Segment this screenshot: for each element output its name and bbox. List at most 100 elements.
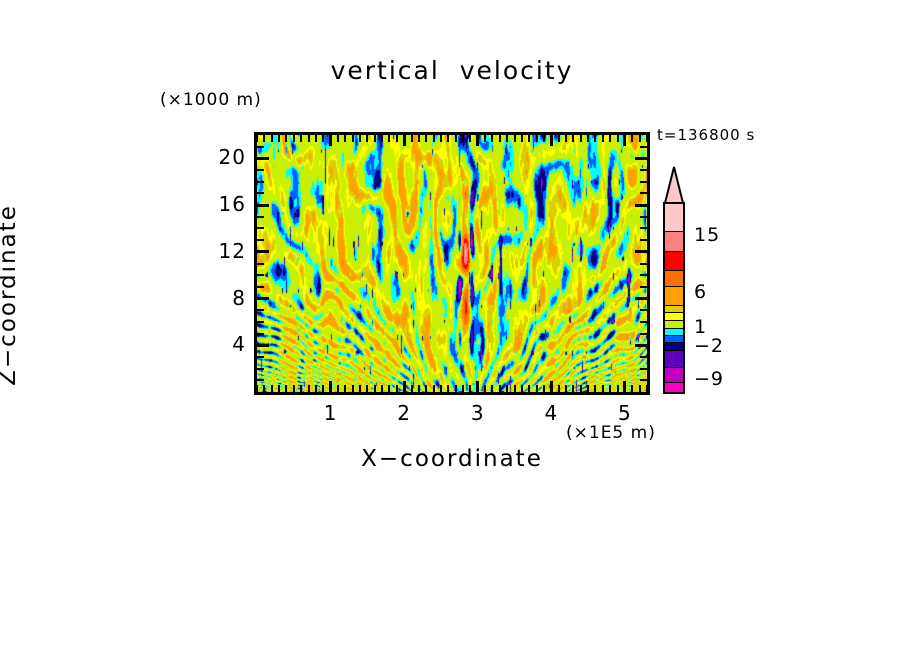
x-tick: [344, 385, 347, 392]
x-tick-label: 4: [544, 401, 559, 425]
x-tick: [462, 385, 465, 392]
x-tick: [447, 385, 450, 392]
x-tick: [263, 385, 266, 392]
y-tick: [257, 203, 269, 207]
colorbar[interactable]: [663, 166, 685, 394]
y-tick: [257, 180, 264, 183]
y-tick-right: [640, 332, 647, 335]
x-tick-top: [336, 135, 339, 142]
x-tick: [498, 385, 501, 392]
colorbar-arrow-icon: [663, 166, 685, 204]
x-tick-top: [263, 135, 266, 142]
y-tick: [257, 332, 264, 335]
colorbar-band: [665, 382, 683, 392]
y-tick: [257, 285, 264, 288]
page-title: vertical velocity: [0, 56, 904, 85]
x-tick: [646, 385, 648, 392]
x-tick: [402, 381, 406, 392]
colorbar-tick-label: 15: [694, 223, 721, 246]
x-tick: [432, 385, 435, 392]
x-tick-top: [542, 135, 545, 142]
y-tick-right: [640, 227, 647, 230]
x-tick: [351, 385, 354, 392]
x-tick-top: [447, 135, 450, 142]
colorbar-tick-label: −2: [694, 334, 725, 357]
y-tick-right: [640, 320, 647, 323]
y-tick-label: 20: [218, 145, 246, 170]
y-tick-right: [640, 262, 647, 265]
x-tick: [300, 385, 303, 392]
x-tick: [476, 381, 480, 392]
x-tick-top: [528, 135, 531, 142]
x-tick: [373, 385, 376, 392]
colorbar-tick-label: 6: [694, 281, 708, 304]
y-tick: [257, 215, 264, 218]
x-tick-top: [351, 135, 354, 142]
x-tick-top: [557, 135, 560, 142]
y-tick: [257, 227, 264, 230]
x-tick-label: 3: [470, 401, 485, 425]
x-tick: [395, 385, 398, 392]
x-tick: [638, 385, 641, 392]
y-tick: [257, 320, 264, 323]
x-tick: [565, 385, 568, 392]
x-tick-top: [594, 135, 597, 142]
x-axis-label: X−coordinate: [361, 446, 543, 472]
y-tick-right: [640, 309, 647, 312]
y-tick: [257, 192, 264, 195]
x-tick-top: [322, 135, 325, 142]
x-tick-top: [506, 135, 509, 142]
x-tick-top: [565, 135, 568, 142]
x-tick: [278, 385, 281, 392]
y-tick: [257, 379, 264, 382]
colorbar-band: [665, 321, 683, 329]
x-tick-top: [373, 135, 376, 142]
colorbar-band: [665, 336, 683, 344]
x-tick: [587, 385, 590, 392]
colorbar-tick-label: −9: [694, 367, 725, 390]
y-tick-right: [640, 239, 647, 242]
colorbar-band: [665, 368, 683, 383]
y-tick: [257, 355, 264, 358]
x-tick: [579, 385, 582, 392]
y-tick: [257, 156, 269, 160]
x-tick-label: 5: [618, 401, 632, 425]
x-tick-top: [300, 135, 303, 142]
x-tick-top: [601, 135, 604, 142]
y-tick-right: [640, 169, 647, 172]
y-tick-right: [640, 180, 647, 183]
x-tick: [616, 385, 619, 392]
y-axis-label: Z−coordinate: [0, 204, 21, 386]
x-tick: [285, 385, 288, 392]
x-tick-top: [616, 135, 619, 142]
x-tick-top: [307, 135, 310, 142]
x-tick-top: [572, 135, 575, 142]
x-tick-top: [366, 135, 369, 142]
x-tick-top: [439, 135, 442, 142]
x-tick-top: [292, 135, 295, 142]
contour-plot-area[interactable]: [254, 132, 650, 395]
x-tick: [549, 381, 553, 392]
x-tick: [623, 381, 627, 392]
x-tick-top: [476, 135, 480, 146]
y-tick: [257, 297, 269, 301]
y-tick-right: [640, 285, 647, 288]
y-tick-label: 16: [218, 192, 246, 217]
x-tick: [601, 385, 604, 392]
x-tick-label: 2: [397, 401, 412, 425]
x-tick-top: [535, 135, 538, 142]
x-tick-top: [549, 135, 553, 146]
x-tick-top: [417, 135, 420, 142]
x-tick: [520, 385, 523, 392]
x-tick: [631, 385, 634, 392]
y-tick-right: [640, 192, 647, 195]
x-tick-top: [270, 135, 273, 142]
colorbar-band: [665, 350, 683, 369]
y-tick-label: 4: [232, 332, 246, 357]
x-tick: [542, 385, 545, 392]
x-tick: [410, 385, 413, 392]
x-tick-top: [491, 135, 494, 142]
x-tick-top: [484, 135, 487, 142]
colorbar-bands: [663, 202, 685, 394]
x-tick: [469, 385, 472, 392]
